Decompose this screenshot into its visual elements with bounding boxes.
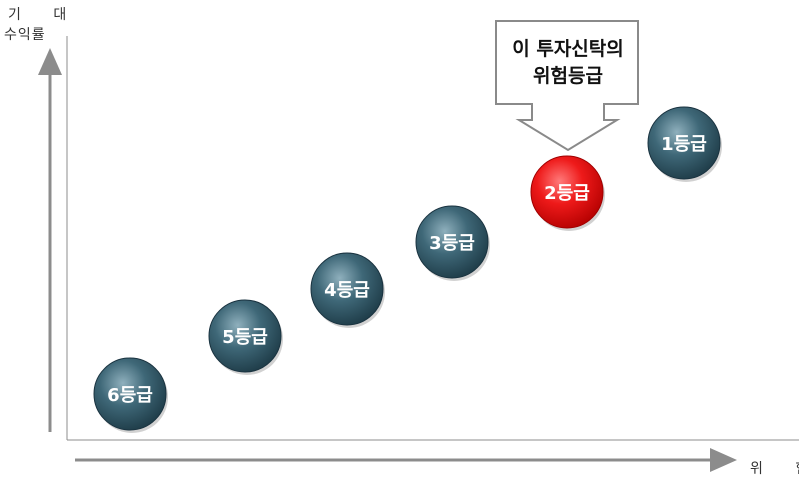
grade-1-node: 1등급 [647,106,722,182]
callout-box [495,20,639,152]
callout-text: 이 투자신탁의 위험등급 [496,36,640,90]
callout-line2: 위험등급 [533,65,603,87]
callout-line1: 이 투자신탁의 [512,38,624,60]
x-axis-label: 위 험 [750,461,799,477]
y-axis-label-line1: 기 대 [8,7,81,23]
y-axis-label-line2: 수익률 [4,27,46,43]
grade-6-node: 6등급 [93,357,168,433]
grade-label: 3등급 [429,233,475,254]
grade-circle-highlighted [530,155,604,229]
grade-5-node: 5등급 [208,299,283,375]
grade-label: 5등급 [222,327,268,348]
grade-circle [208,299,282,373]
grade-2-node: 2등급 [530,155,605,231]
grade-circle [415,205,489,279]
grade-circle [93,357,167,431]
grade-label: 4등급 [324,280,370,301]
grade-3-node: 3등급 [415,205,490,281]
grade-label: 1등급 [661,134,707,155]
grade-circle [310,252,384,326]
grade-circle [647,106,721,180]
grade-4-node: 4등급 [310,252,385,328]
grade-label: 2등급 [544,183,590,204]
grade-label: 6등급 [107,385,153,406]
